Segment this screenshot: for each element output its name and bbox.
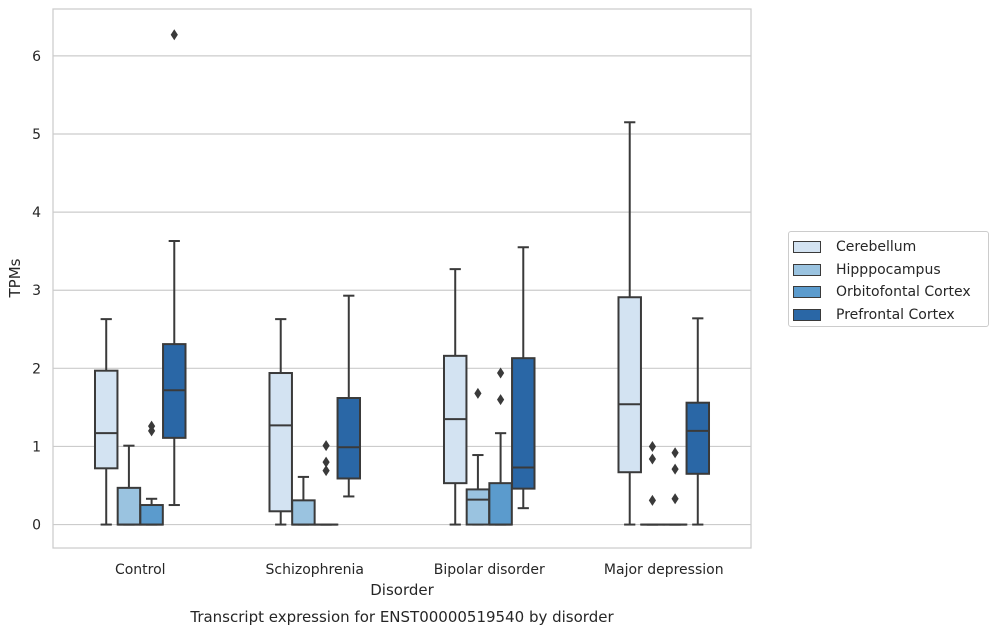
outlier-point bbox=[496, 367, 505, 379]
y-tick-label: 1 bbox=[32, 439, 41, 455]
box-plot bbox=[268, 318, 293, 526]
outlier-point bbox=[322, 465, 330, 477]
legend-item: Prefrontal Cortex bbox=[789, 304, 988, 327]
outlier-point bbox=[648, 453, 657, 465]
outlier-point bbox=[322, 440, 330, 452]
box-plot bbox=[488, 367, 513, 526]
iqr-box bbox=[268, 372, 293, 513]
outlier-point bbox=[496, 394, 505, 406]
box-plot bbox=[93, 318, 119, 526]
chart-caption: Transcript expression for ENST0000051954… bbox=[189, 608, 614, 626]
box-plot bbox=[662, 447, 688, 526]
plot-frame bbox=[52, 8, 752, 549]
y-tick-label: 4 bbox=[32, 205, 41, 221]
iqr-box bbox=[511, 357, 536, 490]
legend-label: Cerebellum bbox=[836, 239, 917, 256]
y-tick-label: 0 bbox=[32, 518, 41, 534]
legend-label: Prefrontal Cortex bbox=[836, 306, 955, 323]
box-plot bbox=[116, 444, 142, 526]
legend-swatch bbox=[793, 241, 821, 254]
y-axis-label: TPMs bbox=[6, 258, 24, 298]
iqr-box bbox=[93, 369, 119, 470]
y-tick-label: 2 bbox=[32, 361, 41, 377]
x-tick-label: Bipolar disorder bbox=[434, 562, 545, 578]
iqr-box bbox=[685, 401, 711, 475]
legend-item: Hipppocampus bbox=[789, 259, 988, 282]
outlier-point bbox=[474, 387, 482, 399]
outlier-point bbox=[648, 494, 657, 506]
legend-item: Cerebellum bbox=[789, 236, 988, 259]
iqr-box bbox=[465, 488, 491, 526]
outlier-point bbox=[170, 29, 178, 41]
iqr-box bbox=[488, 482, 513, 526]
y-tick-label: 6 bbox=[32, 49, 41, 65]
iqr-box bbox=[291, 499, 316, 526]
legend-swatch bbox=[793, 263, 821, 276]
box-plot bbox=[162, 29, 187, 507]
box-plot bbox=[685, 317, 711, 526]
y-tick-labels: 0 1 2 3 4 5 6 bbox=[32, 49, 41, 534]
box-plot bbox=[336, 294, 362, 498]
x-tick-label: Control bbox=[115, 562, 166, 578]
y-tick-label: 3 bbox=[32, 283, 41, 299]
outlier-point bbox=[322, 456, 330, 468]
iqr-box bbox=[116, 486, 142, 526]
outlier-point bbox=[671, 463, 679, 475]
box-plot bbox=[640, 440, 665, 526]
box-plot bbox=[617, 121, 642, 526]
x-tick-label: Schizophrenia bbox=[266, 562, 364, 578]
outlier-point bbox=[648, 440, 657, 452]
box-plot bbox=[291, 475, 316, 526]
gridlines bbox=[53, 55, 751, 526]
iqr-box bbox=[617, 296, 642, 474]
x-tick-labels: Control Schizophrenia Bipolar disorder Majo… bbox=[115, 562, 724, 578]
iqr-box bbox=[139, 504, 164, 526]
box-plot bbox=[465, 387, 491, 526]
legend-swatch bbox=[793, 286, 821, 299]
box-plot bbox=[313, 440, 339, 526]
outlier-point bbox=[671, 493, 679, 505]
x-axis-label: Disorder bbox=[370, 581, 434, 599]
box-plot bbox=[511, 246, 536, 510]
box-plot bbox=[139, 420, 164, 526]
legend-item: Orbitofontal Cortex bbox=[789, 281, 988, 304]
box-series bbox=[93, 29, 711, 526]
legend-label: Orbitofontal Cortex bbox=[836, 284, 971, 301]
legend: Cerebellum Hipppocampus Orbitofontal Cor… bbox=[788, 231, 989, 327]
outlier-point bbox=[671, 447, 679, 459]
iqr-box bbox=[336, 397, 362, 480]
box-plot bbox=[442, 268, 468, 526]
outlier-point bbox=[147, 420, 156, 432]
legend-label: Hipppocampus bbox=[836, 261, 941, 278]
x-tick-label: Major depression bbox=[604, 562, 724, 578]
y-tick-label: 5 bbox=[32, 127, 41, 143]
legend-swatch bbox=[793, 308, 821, 321]
